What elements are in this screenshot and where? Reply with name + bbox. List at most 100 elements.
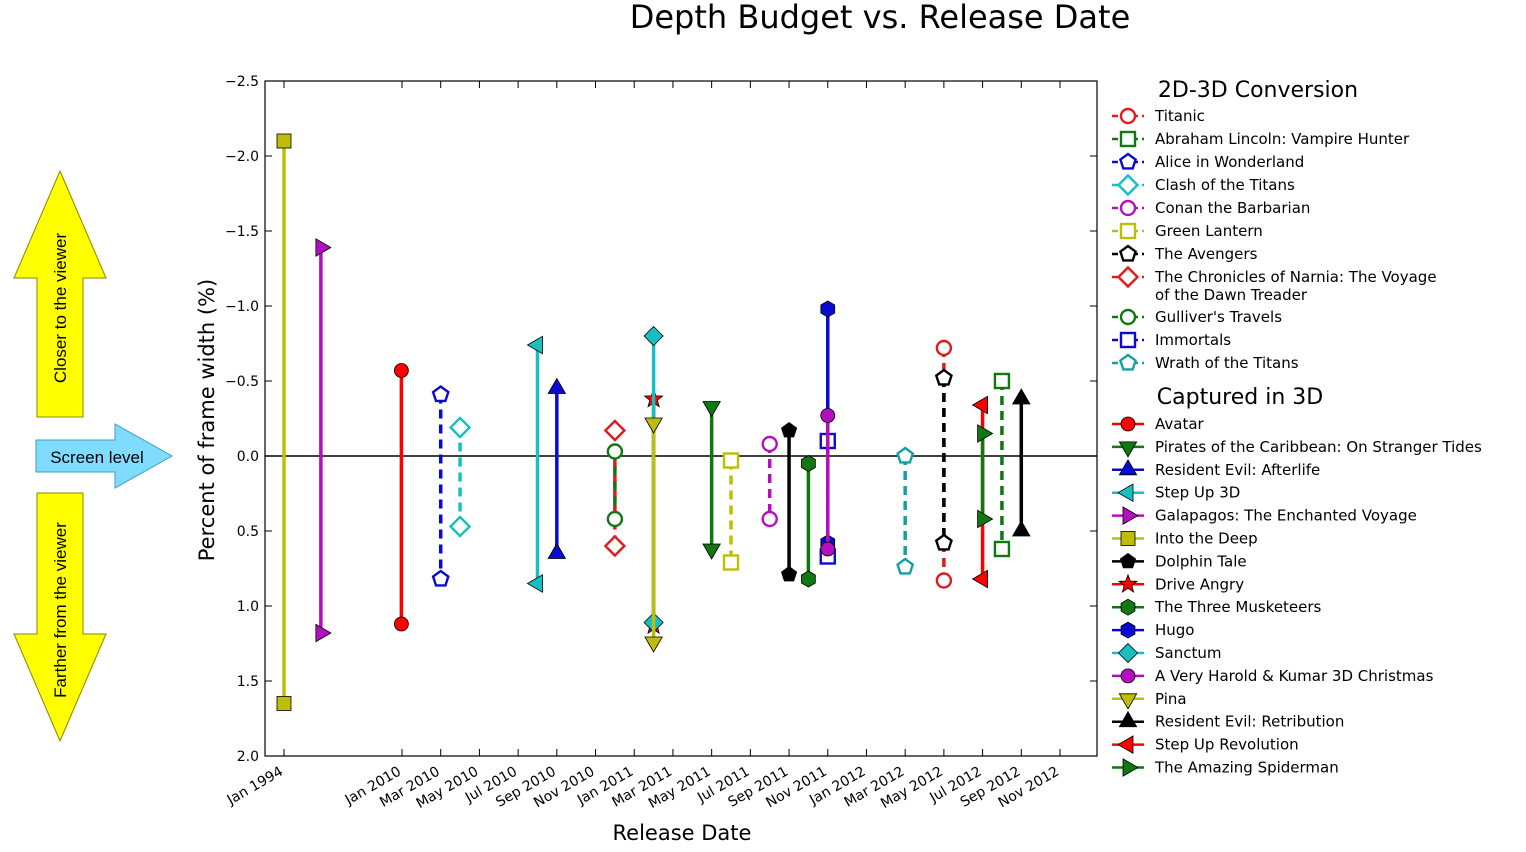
data-point (820, 300, 836, 318)
series-conan-the-barbarian (761, 435, 778, 528)
series-resident-evil-retribution (1011, 388, 1031, 537)
data-point (761, 435, 778, 453)
legend-item-avatar: Avatar (1112, 415, 1205, 433)
data-point (780, 566, 798, 582)
legend-marker (1118, 458, 1138, 476)
legend-marker (1122, 506, 1139, 525)
legend-item-sanctum: Sanctum (1112, 642, 1221, 664)
data-point (431, 569, 450, 587)
legend-item-step-up-revolution: Step Up Revolution (1112, 735, 1299, 754)
closer-arrow: Closer to the viewer (13, 169, 107, 418)
legend-marker (1119, 199, 1137, 217)
legend-label: Galapagos: The Enchanted Voyage (1155, 507, 1417, 525)
legend-label: Pirates of the Caribbean: On Stranger Ti… (1155, 438, 1482, 456)
legend-marker (1117, 573, 1139, 593)
y-axis-ticks: −2.5 −2.0 −1.5 −1.0 −0.5 0.0 0.5 1.0 1.5 2.0 (225, 74, 1097, 765)
legend-item-galapagos-the-enchanted-voyage: Galapagos: The Enchanted Voyage (1112, 506, 1417, 525)
data-point (993, 540, 1011, 558)
y-tick-label: −2.5 (225, 74, 259, 90)
data-point (935, 339, 953, 357)
legend-marker (1119, 308, 1137, 326)
legend-item-clash-of-the-titans: Clash of the Titans (1112, 173, 1295, 197)
series-abraham-lincoln-vampire-hunter (993, 372, 1011, 558)
series-wrath-of-the-titans (896, 446, 915, 575)
data-point (801, 570, 816, 588)
legend-item-gulliver-s-travels: Gulliver's Travels (1112, 308, 1282, 326)
data-point (603, 534, 627, 558)
y-tick-label: −2.0 (225, 149, 259, 165)
series-avatar (393, 363, 409, 632)
legend-marker (1118, 693, 1138, 710)
legend-label: Conan the Barbarian (1155, 199, 1310, 217)
data-point (820, 408, 836, 423)
screen-level-arrow: Screen level (35, 423, 174, 489)
legend-item-wrath-of-the-titans: Wrath of the Titans (1112, 353, 1299, 372)
legend-marker (1119, 130, 1137, 148)
series-step-up-3d (526, 335, 543, 593)
legend-marker (1118, 152, 1138, 170)
legend-item-the-three-musketeers: The Three Musketeers (1112, 598, 1322, 616)
series-gulliver-s-travels (606, 443, 624, 528)
legend-marker (1120, 416, 1136, 432)
x-tick-label: Jan 1994 (224, 764, 286, 809)
legend-item-green-lantern: Green Lantern (1112, 222, 1263, 240)
data-point (606, 443, 624, 460)
legend-item-into-the-deep: Into the Deep (1112, 530, 1258, 548)
legend-item-titanic: Titanic (1112, 107, 1205, 125)
legend-label: Into the Deep (1155, 530, 1258, 548)
data-point (606, 510, 624, 528)
legend-label: The Three Musketeers (1154, 598, 1322, 616)
series-a-very-harold-kumar-3d-christmas (820, 408, 836, 557)
legend-label: Resident Evil: Retribution (1155, 713, 1344, 731)
y-tick-label: 0.5 (237, 524, 259, 540)
data-point (1011, 388, 1031, 405)
legend-item-pirates-of-the-caribbean-on-stranger-tides: Pirates of the Caribbean: On Stranger Ti… (1112, 438, 1482, 458)
data-point (993, 372, 1011, 390)
legend-title-conversion: 2D-3D Conversion (1158, 78, 1358, 103)
data-point (935, 572, 953, 589)
legend-marker (1118, 353, 1138, 371)
series-alice-in-wonderland (431, 385, 450, 587)
legend-item-the-avengers: The Avengers (1112, 244, 1258, 263)
legend-label: Sanctum (1155, 644, 1221, 662)
legend-label: Immortals (1155, 331, 1231, 349)
legend-label: Drive Angry (1155, 575, 1244, 593)
legend-marker (1118, 244, 1138, 262)
series-layer (276, 133, 1031, 711)
series-step-up-revolution (971, 395, 988, 589)
data-point (971, 395, 988, 415)
data-point (722, 554, 740, 571)
legend-marker (1120, 621, 1136, 639)
screen-level-label: Screen level (50, 448, 144, 467)
data-point (526, 335, 543, 355)
legend-marker (1117, 642, 1139, 664)
chart-title: Depth Budget vs. Release Date (630, 0, 1131, 36)
data-point (393, 363, 409, 378)
data-point (896, 446, 915, 464)
legend-marker (1119, 107, 1137, 125)
series-pina (644, 417, 663, 653)
data-point (315, 238, 332, 257)
legend-label: Pina (1155, 690, 1187, 708)
data-point (934, 533, 953, 551)
legend-item-resident-evil-afterlife: Resident Evil: Afterlife (1112, 458, 1320, 479)
legend: 2D-3D Conversion Captured in 3D Titanic A… (1112, 78, 1482, 777)
data-point (603, 419, 627, 442)
series-pirates-of-the-caribbean-on-stranger-tides (702, 401, 722, 560)
y-tick-label: 1.5 (237, 674, 259, 690)
legend-marker (1116, 265, 1140, 289)
legend-label: Alice in Wonderland (1155, 153, 1304, 171)
data-point (977, 509, 994, 529)
legend-item-immortals: Immortals (1112, 331, 1231, 349)
legend-label: Green Lantern (1155, 222, 1263, 240)
data-point (977, 424, 994, 443)
legend-item-conan-the-barbarian: Conan the Barbarian (1112, 199, 1310, 217)
legend-item-dolphin-tale: Dolphin Tale (1112, 552, 1247, 570)
legend-item-alice-in-wonderland: Alice in Wonderland (1112, 152, 1304, 171)
legend-item-resident-evil-retribution: Resident Evil: Retribution (1112, 710, 1344, 731)
data-point (393, 616, 409, 632)
legend-label: Avatar (1155, 415, 1205, 433)
y-tick-label: 1.0 (237, 599, 259, 615)
legend-marker (1120, 668, 1136, 684)
legend-item-abraham-lincoln-vampire-hunter: Abraham Lincoln: Vampire Hunter (1112, 130, 1410, 148)
